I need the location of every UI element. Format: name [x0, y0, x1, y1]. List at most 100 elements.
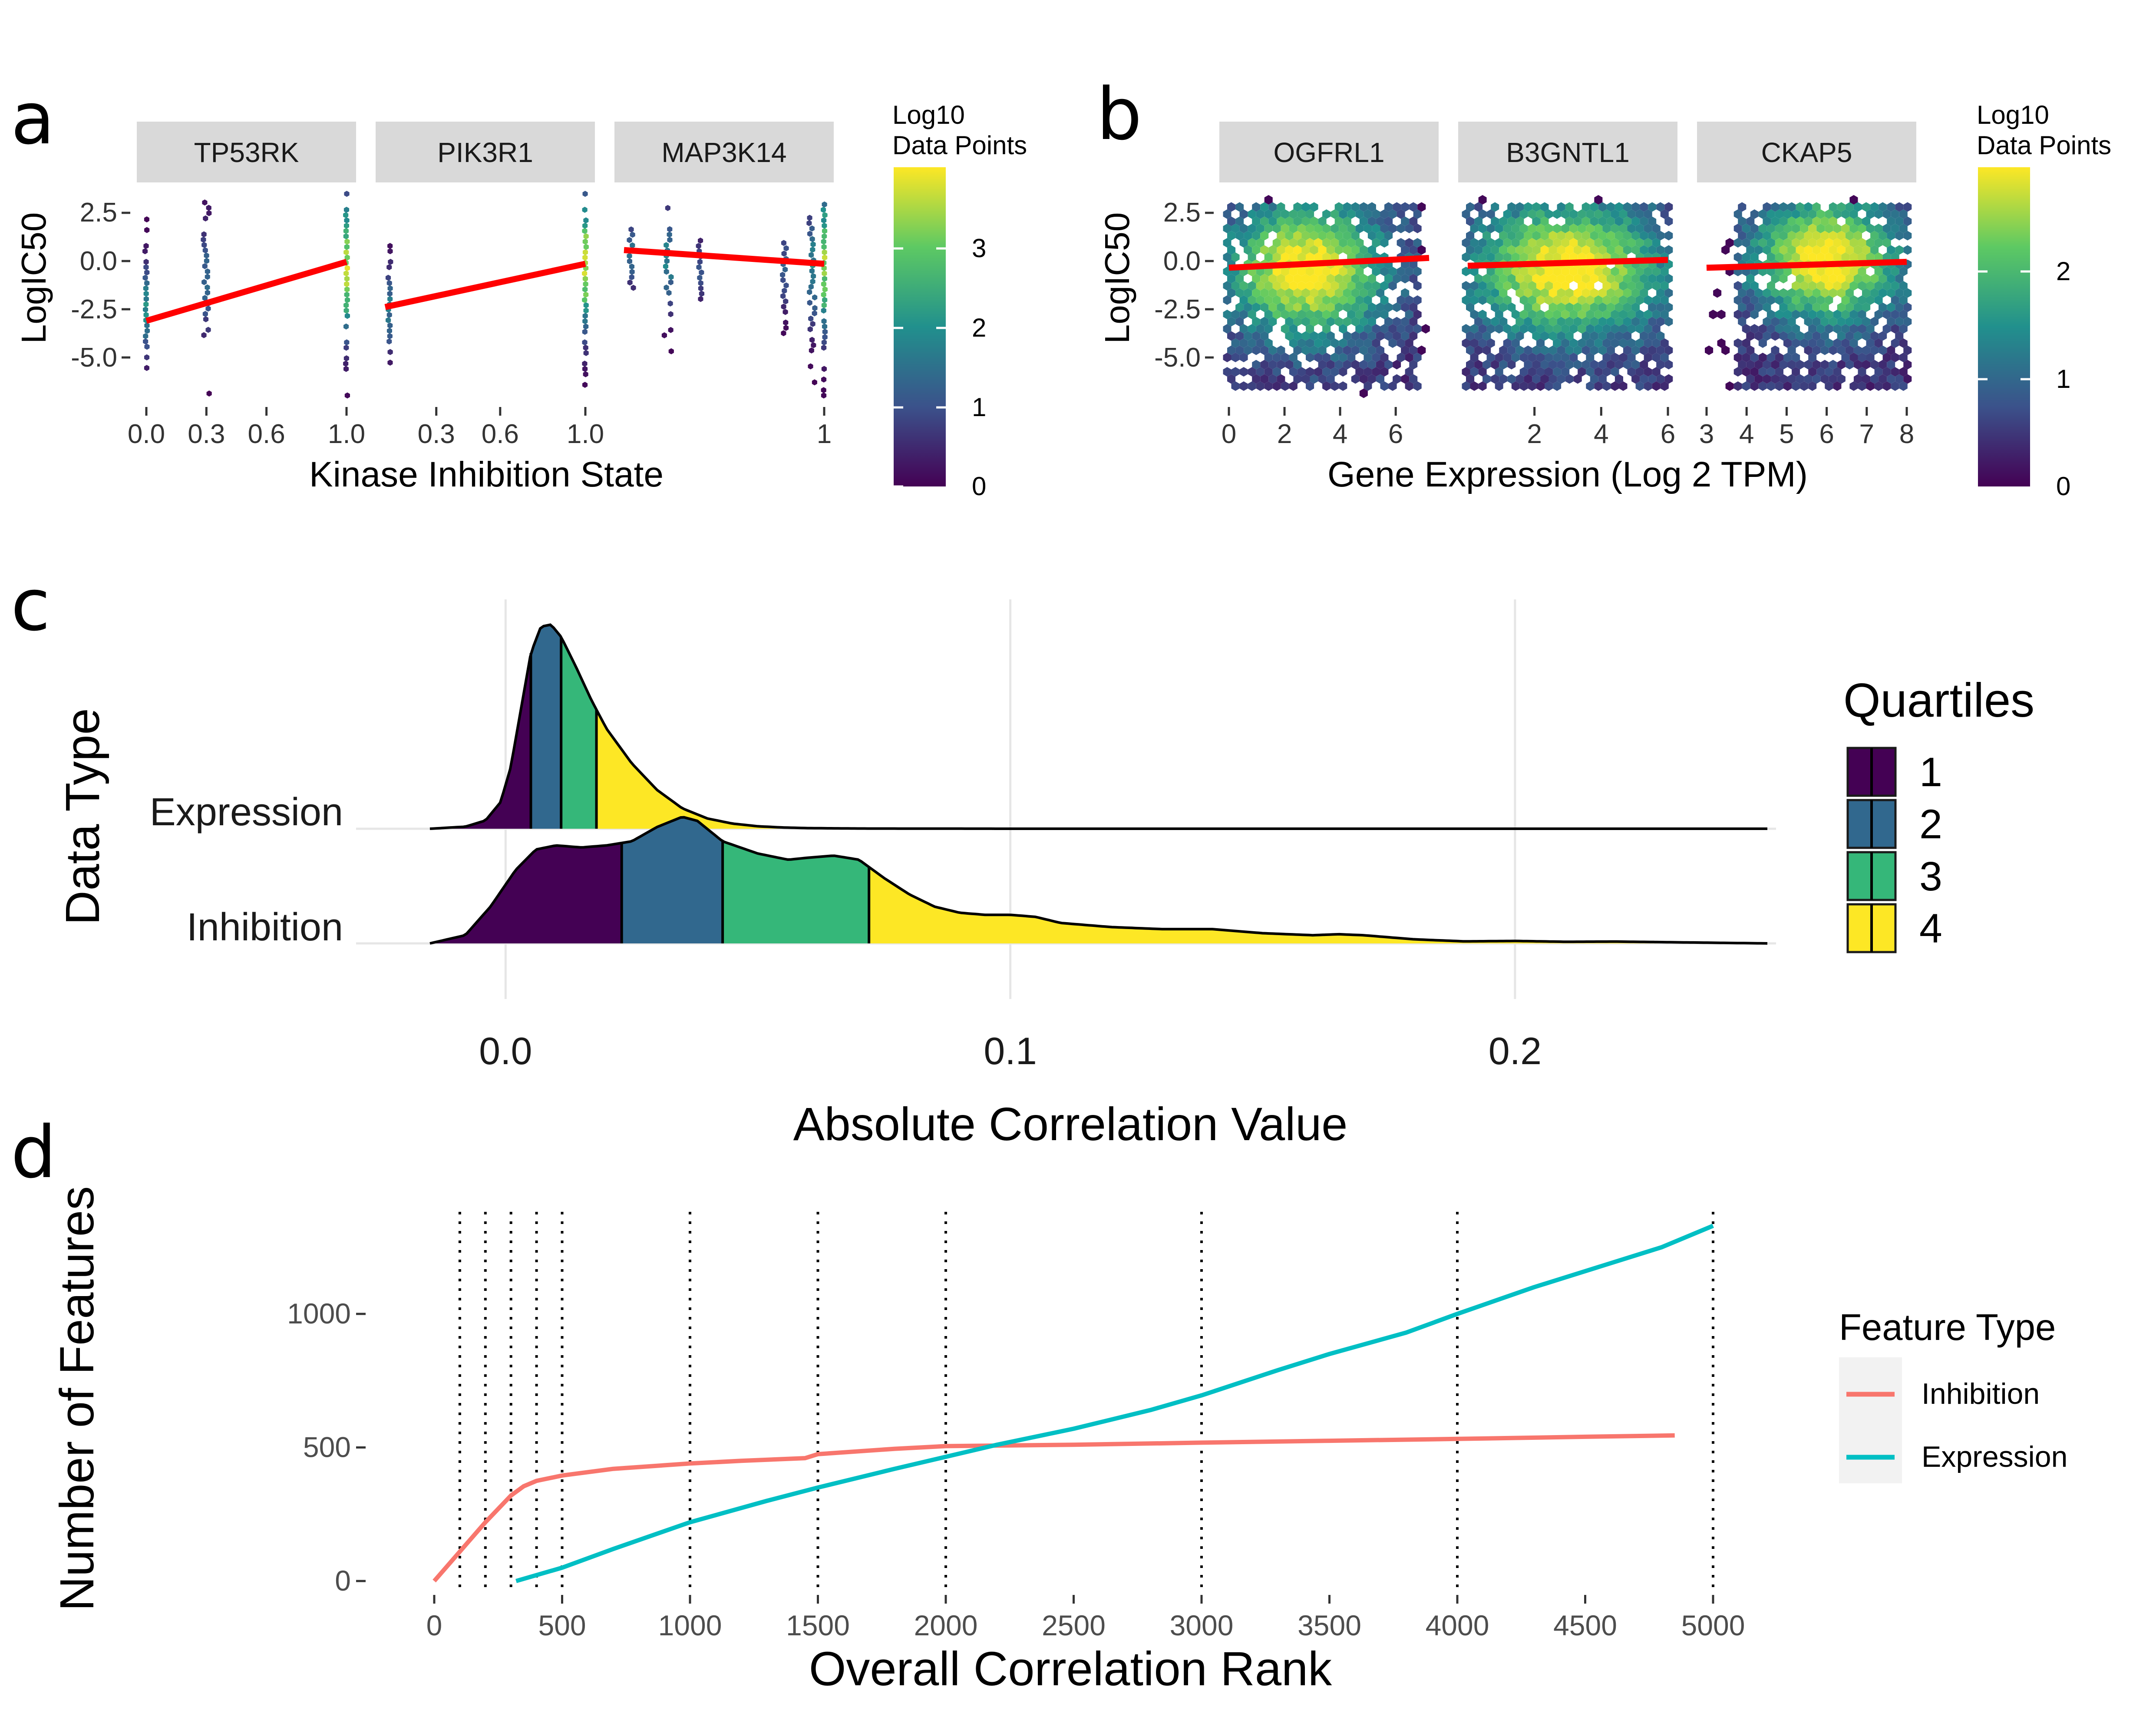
b-hexbin [1808, 267, 1817, 276]
b-hexbin [1652, 338, 1661, 348]
b-hexbin [1314, 353, 1323, 362]
b-hexbin [1524, 302, 1532, 312]
b-hexbin [1372, 281, 1380, 291]
b-hexbin [1565, 360, 1574, 370]
b-hexbin [1281, 281, 1289, 291]
a-hexbin [202, 199, 208, 206]
b-hexbin [1409, 216, 1418, 226]
b-hexbin [1754, 231, 1763, 241]
b-y-axis: 2.5 0.0 -2.5 -5.0 [1154, 198, 1214, 373]
b-hexbin [1413, 353, 1422, 362]
b-hexbin [1874, 209, 1883, 219]
b-hexbin [1635, 281, 1644, 291]
b-hexbin [1248, 209, 1256, 219]
b-hexbin [1787, 331, 1796, 341]
b-hexbin [1775, 324, 1783, 334]
a-hexbin [821, 302, 827, 308]
panel-d: 0 500 1000 1500 2000 2500 3000 3500 4000 4500 5000… [50, 1186, 2067, 1696]
b-hexbin [1619, 209, 1628, 219]
b-hexbin [1738, 288, 1747, 298]
b-hexbin [1652, 367, 1661, 377]
b-hexbin [1586, 353, 1595, 362]
b-hexbin [1470, 267, 1479, 276]
b-hexbin [1631, 231, 1640, 241]
b-hexbin [1582, 317, 1590, 327]
b-hexbin [1779, 231, 1788, 241]
b-hexbin [1231, 252, 1240, 262]
b-hexbin [1347, 238, 1356, 248]
b-hexbin [1372, 338, 1380, 348]
b-hexbin [1355, 238, 1364, 248]
b-hexbin [1507, 360, 1516, 370]
b-hexbin [1804, 288, 1813, 298]
b-hexbin [1598, 202, 1607, 212]
b-hexbin [1644, 381, 1652, 391]
b-hexbin [1862, 245, 1871, 255]
b-hexbin [1825, 267, 1833, 276]
c-legend-label-4: 4 [1919, 906, 1942, 952]
a-hexbin [344, 217, 350, 224]
b-hexbin [1524, 202, 1532, 212]
b-hexbin [1656, 345, 1665, 355]
b-hexbin [1223, 209, 1232, 219]
b-hexbin [1733, 353, 1742, 362]
b-xtick-label: 4 [1333, 419, 1347, 449]
b-hexbin [1787, 302, 1796, 312]
b-hexbin [1578, 324, 1586, 334]
b-hexbin [1264, 295, 1273, 305]
b-hexbin [1573, 288, 1582, 298]
b-hexbin [1590, 274, 1598, 284]
b-hexbin [1792, 310, 1800, 319]
b-hexbin [1800, 295, 1809, 305]
b-hexbin [1829, 317, 1837, 327]
a-hexbin [810, 241, 816, 248]
b-hexbin [1528, 295, 1536, 305]
b-hexbin [1829, 245, 1837, 255]
b-hexbin [1401, 374, 1410, 384]
b-hexbin [1285, 245, 1294, 255]
b-hexbin [1602, 381, 1611, 391]
b-hexbin [1310, 317, 1318, 327]
b-hexbin [1598, 274, 1607, 284]
b-hexbin [1256, 367, 1265, 377]
b-hexbin [1808, 209, 1817, 219]
b-hexbin [1347, 295, 1356, 305]
b-hexbin [1845, 216, 1854, 226]
a-hexbin [582, 328, 588, 335]
b-hexbin [1721, 245, 1730, 255]
b-hexbin [1528, 367, 1536, 377]
b-hexbin [1359, 360, 1368, 370]
a-hexbin [582, 191, 588, 197]
b-hexbin [1565, 202, 1574, 212]
panel-letter-d: d [11, 1111, 56, 1194]
b-hexbin [1548, 288, 1557, 298]
a-hexbin [809, 337, 815, 343]
b-hexbin [1380, 267, 1389, 276]
b-hexbin [1578, 295, 1586, 305]
b-hexbin [1891, 381, 1899, 391]
b-hexbin [1486, 252, 1495, 262]
a-hexbin [343, 228, 349, 234]
b-hexbin [1364, 281, 1372, 291]
b-hexbin [1466, 231, 1475, 241]
b-hexbin [1384, 202, 1393, 212]
b-hexbin [1235, 288, 1244, 298]
b-hexbin [1548, 331, 1557, 341]
b-hexbin [1594, 195, 1603, 205]
b-hexbin [1519, 324, 1528, 334]
b-hexbin [1598, 345, 1607, 355]
b-hexbin [1771, 288, 1780, 298]
b-hexbin [1746, 245, 1755, 255]
b-hexbin [1738, 216, 1747, 226]
b-hexbin [1478, 209, 1487, 219]
b-hexbin [1515, 231, 1524, 241]
b-hexbin [1640, 202, 1648, 212]
b-hexbin [1849, 310, 1858, 319]
b-hexbin [1611, 338, 1619, 348]
b-hexbin [1660, 310, 1669, 319]
b-hexbin [1499, 374, 1508, 384]
b-xtick-label: 0 [1222, 419, 1236, 449]
b-hexbin [1495, 324, 1503, 334]
b-hexbin [1239, 338, 1248, 348]
b-hexbin [1569, 209, 1578, 219]
